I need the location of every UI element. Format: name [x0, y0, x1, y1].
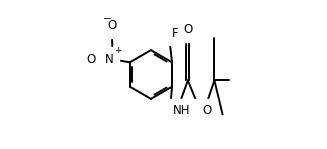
Text: NH: NH: [173, 104, 191, 117]
Text: −: −: [84, 54, 93, 64]
Text: +: +: [114, 46, 122, 55]
Text: F: F: [172, 27, 178, 40]
Text: O: O: [107, 19, 116, 32]
Text: N: N: [105, 52, 113, 66]
Text: O: O: [202, 104, 211, 117]
Text: O: O: [86, 52, 95, 66]
Text: −: −: [103, 14, 112, 24]
Text: O: O: [183, 23, 193, 36]
